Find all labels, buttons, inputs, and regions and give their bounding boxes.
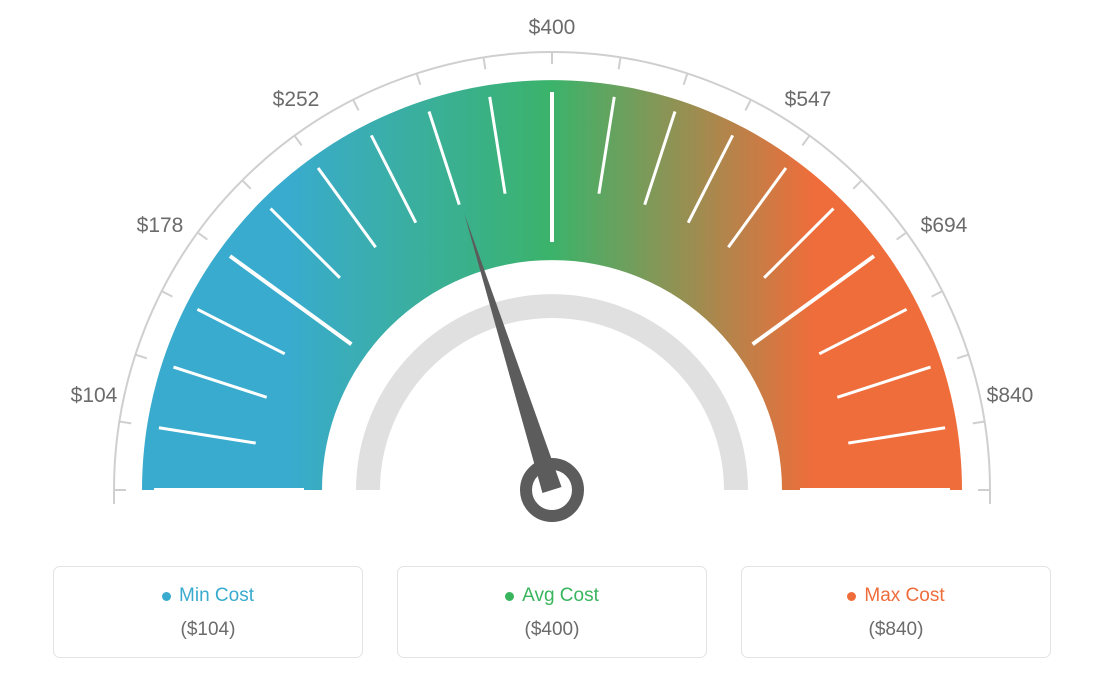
legend-min-value: ($104) — [64, 619, 352, 641]
legend-max-label: Max Cost — [847, 585, 944, 607]
gauge-tick-label: $400 — [529, 16, 576, 40]
legend-avg-value: ($400) — [408, 619, 696, 641]
gauge-svg — [0, 0, 1104, 560]
legend-max-value: ($840) — [752, 619, 1040, 641]
gauge-tick-label: $104 — [71, 384, 118, 408]
legend-row: Min Cost ($104) Avg Cost ($400) Max Cost… — [0, 566, 1104, 658]
legend-avg-label: Avg Cost — [505, 585, 599, 607]
legend-min-label: Min Cost — [162, 585, 254, 607]
gauge-tick-label: $694 — [921, 214, 968, 238]
gauge-chart: $104 $178 $252 $400 $547 $694 $840 — [0, 0, 1104, 560]
gauge-tick-label: $178 — [137, 214, 184, 238]
gauge-tick-label: $840 — [987, 384, 1034, 408]
legend-card-max: Max Cost ($840) — [741, 566, 1051, 658]
legend-card-avg: Avg Cost ($400) — [397, 566, 707, 658]
gauge-tick-label: $252 — [273, 88, 320, 112]
gauge-tick-label: $547 — [785, 88, 832, 112]
legend-card-min: Min Cost ($104) — [53, 566, 363, 658]
